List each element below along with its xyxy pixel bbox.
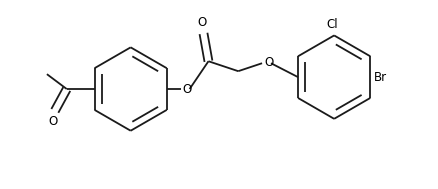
- Text: Cl: Cl: [325, 19, 337, 31]
- Text: O: O: [263, 56, 273, 69]
- Text: O: O: [182, 83, 191, 96]
- Text: O: O: [48, 115, 57, 128]
- Text: O: O: [198, 16, 207, 29]
- Text: Br: Br: [373, 71, 386, 84]
